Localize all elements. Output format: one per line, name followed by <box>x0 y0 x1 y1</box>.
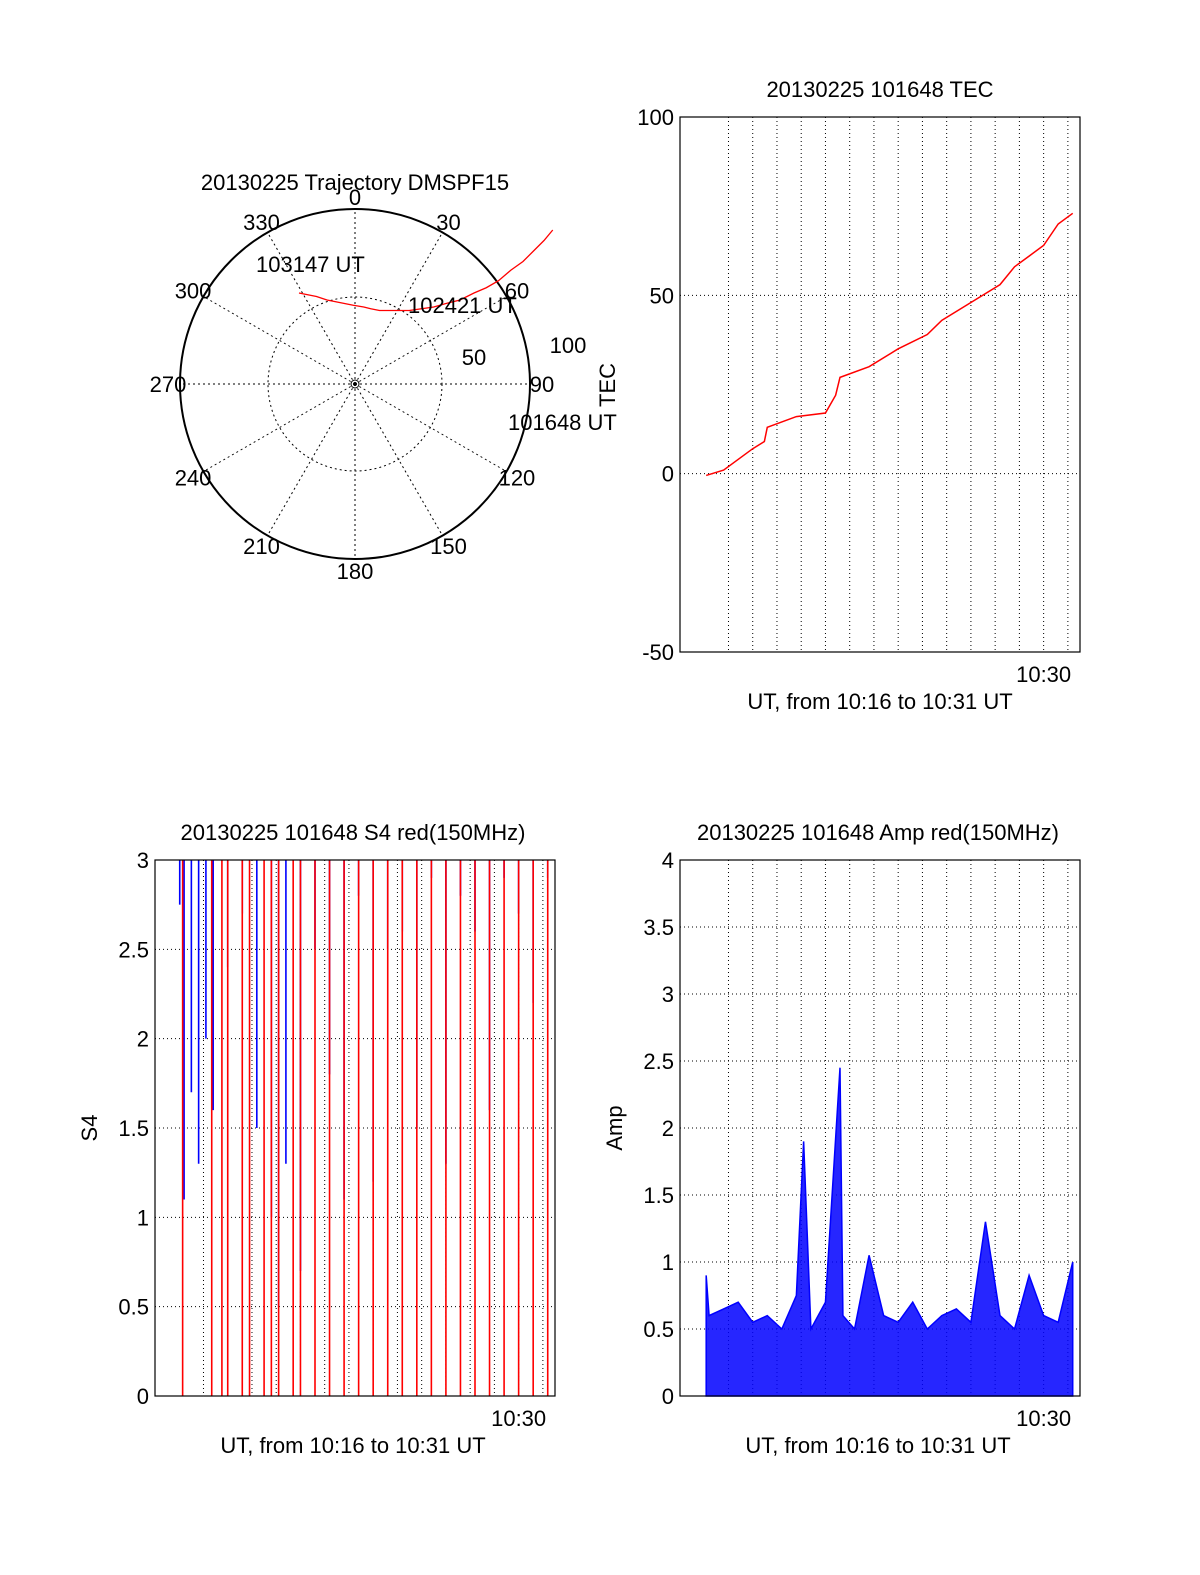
polar-angle-label: 330 <box>243 210 280 235</box>
y-tick-label: 3 <box>137 848 149 873</box>
polar-spoke <box>354 383 507 472</box>
polar-angle-label: 210 <box>243 534 280 559</box>
s4-title: 20130225 101648 S4 red(150MHz) <box>181 820 526 845</box>
polar-angle-labels: 0 30 60 90 120 150 180 210 240 270 300 330 50 100 <box>150 185 587 584</box>
y-tick-label: 50 <box>650 283 674 308</box>
polar-angle-label: 300 <box>175 279 212 304</box>
polar-grid <box>179 208 531 560</box>
polar-spoke <box>203 383 356 472</box>
x-tick-label: 10:30 <box>491 1406 546 1431</box>
polar-angle-label: 90 <box>530 372 554 397</box>
amp-ylabel: Amp <box>602 1105 627 1150</box>
trajectory-polar-plot: 20130225 Trajectory DMSPF15 0 30 60 90 120 15… <box>150 170 617 584</box>
track-mid-time-label: 102421 UT <box>408 293 517 318</box>
polar-center-mark <box>350 379 360 389</box>
trajectory-track-line <box>298 229 554 312</box>
y-tick-label: 1 <box>137 1205 149 1230</box>
y-tick-label: 2.5 <box>643 1049 674 1074</box>
y-tick-label: -50 <box>642 640 674 665</box>
polar-radius-label: 50 <box>462 345 486 370</box>
amp-chart: 20130225 101648 Amp red(150MHz) Amp UT, … <box>602 820 1081 1458</box>
polar-spoke <box>354 383 443 536</box>
y-tick-label: 0 <box>137 1384 149 1409</box>
polar-spoke <box>267 383 356 536</box>
polar-angle-label: 270 <box>150 372 187 397</box>
tec-ylabel: TEC <box>595 363 620 407</box>
track-end-time-label: 103147 UT <box>256 252 365 277</box>
tec-chart: 20130225 101648 TEC TEC UT, from 10:16 t… <box>595 77 1081 714</box>
amp-plot-area: 0 0.5 1 1.5 2 2.5 3 3.5 4 10:30 <box>643 848 1081 1431</box>
polar-angle-label: 240 <box>175 466 212 491</box>
y-tick-label: 1.5 <box>118 1116 149 1141</box>
tec-plot-area: -50 0 50 100 10:30 <box>637 105 1081 687</box>
s4-plot-area: 0 0.5 1 1.5 2 2.5 3 10:30 <box>118 848 556 1431</box>
y-tick-label: 3 <box>662 982 674 1007</box>
polar-outer-circle <box>179 208 531 560</box>
s4-ylabel: S4 <box>77 1115 102 1142</box>
polar-angle-label: 60 <box>505 279 529 304</box>
amp-trace <box>705 1067 1074 1397</box>
plot-frame <box>154 859 556 1397</box>
polar-spoke <box>203 296 356 385</box>
polar-angle-label: 150 <box>430 534 467 559</box>
y-tick-label: 1.5 <box>643 1183 674 1208</box>
polar-spoke <box>354 296 507 385</box>
x-tick-label: 10:30 <box>1016 1406 1071 1431</box>
polar-title: 20130225 Trajectory DMSPF15 <box>201 170 509 195</box>
plot-frame <box>679 859 1081 1397</box>
y-tick-label: 2 <box>662 1116 674 1141</box>
tec-trace <box>705 212 1074 477</box>
polar-radius-label: 100 <box>550 333 587 358</box>
y-tick-label: 1 <box>662 1250 674 1275</box>
s4-chart: 20130225 101648 S4 red(150MHz) S4 UT, fr… <box>77 820 556 1458</box>
tec-title: 20130225 101648 TEC <box>766 77 993 102</box>
x-tick-label: 10:30 <box>1016 662 1071 687</box>
y-tick-label: 0.5 <box>643 1317 674 1342</box>
polar-angle-label: 30 <box>436 210 460 235</box>
polar-spoke <box>267 232 356 385</box>
y-tick-label: 3.5 <box>643 915 674 940</box>
polar-angle-label: 120 <box>499 466 536 491</box>
plot-frame <box>679 116 1081 653</box>
tec-xlabel: UT, from 10:16 to 10:31 UT <box>747 689 1012 714</box>
polar-spoke <box>354 232 443 385</box>
y-tick-label: 2.5 <box>118 937 149 962</box>
y-tick-label: 4 <box>662 848 674 873</box>
y-tick-label: 0 <box>662 462 674 487</box>
y-tick-label: 2 <box>137 1027 149 1052</box>
amp-xlabel: UT, from 10:16 to 10:31 UT <box>745 1433 1010 1458</box>
y-tick-label: 0 <box>662 1384 674 1409</box>
y-tick-label: 100 <box>637 105 674 130</box>
polar-angle-label: 0 <box>349 185 361 210</box>
track-start-time-label: 101648 UT <box>508 410 617 435</box>
y-tick-label: 0.5 <box>118 1295 149 1320</box>
amp-title: 20130225 101648 Amp red(150MHz) <box>697 820 1059 845</box>
s4-xlabel: UT, from 10:16 to 10:31 UT <box>220 1433 485 1458</box>
polar-angle-label: 180 <box>337 559 374 584</box>
